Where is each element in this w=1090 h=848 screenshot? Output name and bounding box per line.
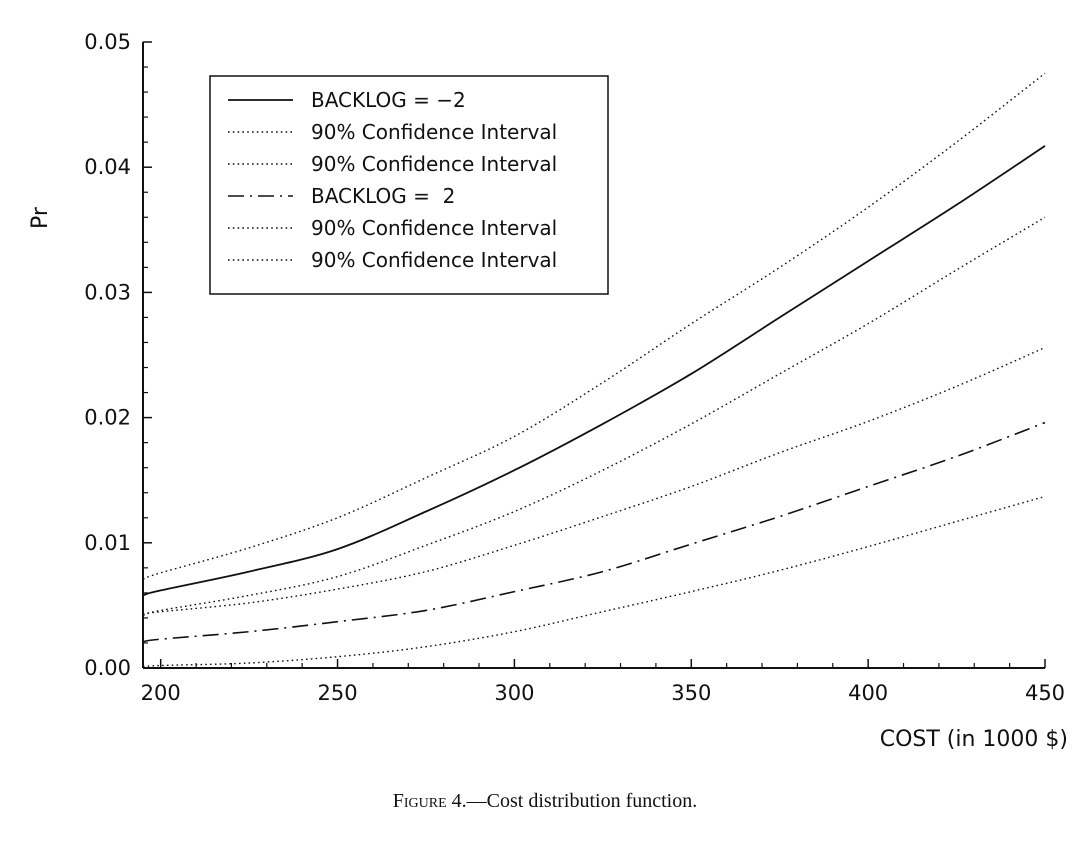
x-tick-label: 250 — [318, 681, 358, 705]
figure-label: Figure 4. — [392, 790, 467, 812]
legend: BACKLOG = −2 90% Confidence Interval 90% C… — [209, 75, 609, 295]
x-tick-label: 300 — [494, 681, 534, 705]
figure-caption: Figure 4.—Cost distribution function. — [0, 790, 1090, 813]
legend-label-4: BACKLOG = 2 — [311, 184, 455, 208]
legend-label-3: 90% Confidence Interval — [311, 152, 557, 176]
y-tick-label: 0.04 — [84, 155, 131, 179]
series-lines — [142, 72, 1046, 668]
legend-box — [209, 75, 609, 295]
axes — [142, 42, 1045, 669]
y-axis-title: Pr — [28, 206, 53, 229]
x-tick-label: 400 — [848, 681, 888, 705]
x-tick-label: 350 — [671, 681, 711, 705]
legend-label-5: 90% Confidence Interval — [311, 216, 557, 240]
series-line-1 — [142, 145, 1046, 597]
y-tick-label: 0.00 — [84, 656, 131, 680]
y-tick-label: 0.01 — [84, 531, 131, 555]
legend-label-2: 90% Confidence Interval — [311, 120, 557, 144]
legend-label-1: BACKLOG = −2 — [311, 88, 466, 112]
x-tick-label: 450 — [1025, 681, 1065, 705]
caption-text: —Cost distribution function. — [466, 790, 698, 812]
y-tick-label: 0.03 — [84, 280, 131, 304]
y-ticks: 0.00 0.01 0.02 0.03 0.04 0.05 — [84, 30, 152, 680]
y-tick-label: 0.05 — [84, 30, 131, 54]
series-line-2 — [142, 72, 1046, 580]
x-ticks: 200 250 300 350 400 450 — [141, 659, 1065, 705]
series-line-4 — [142, 421, 1046, 643]
legend-label-6: 90% Confidence Interval — [311, 248, 557, 272]
x-tick-label: 200 — [141, 681, 181, 705]
series-line-6 — [142, 495, 1046, 668]
series-line-5 — [142, 346, 1046, 615]
x-axis-title: COST (in 1000 $) — [880, 727, 1068, 752]
y-tick-label: 0.02 — [84, 406, 131, 430]
